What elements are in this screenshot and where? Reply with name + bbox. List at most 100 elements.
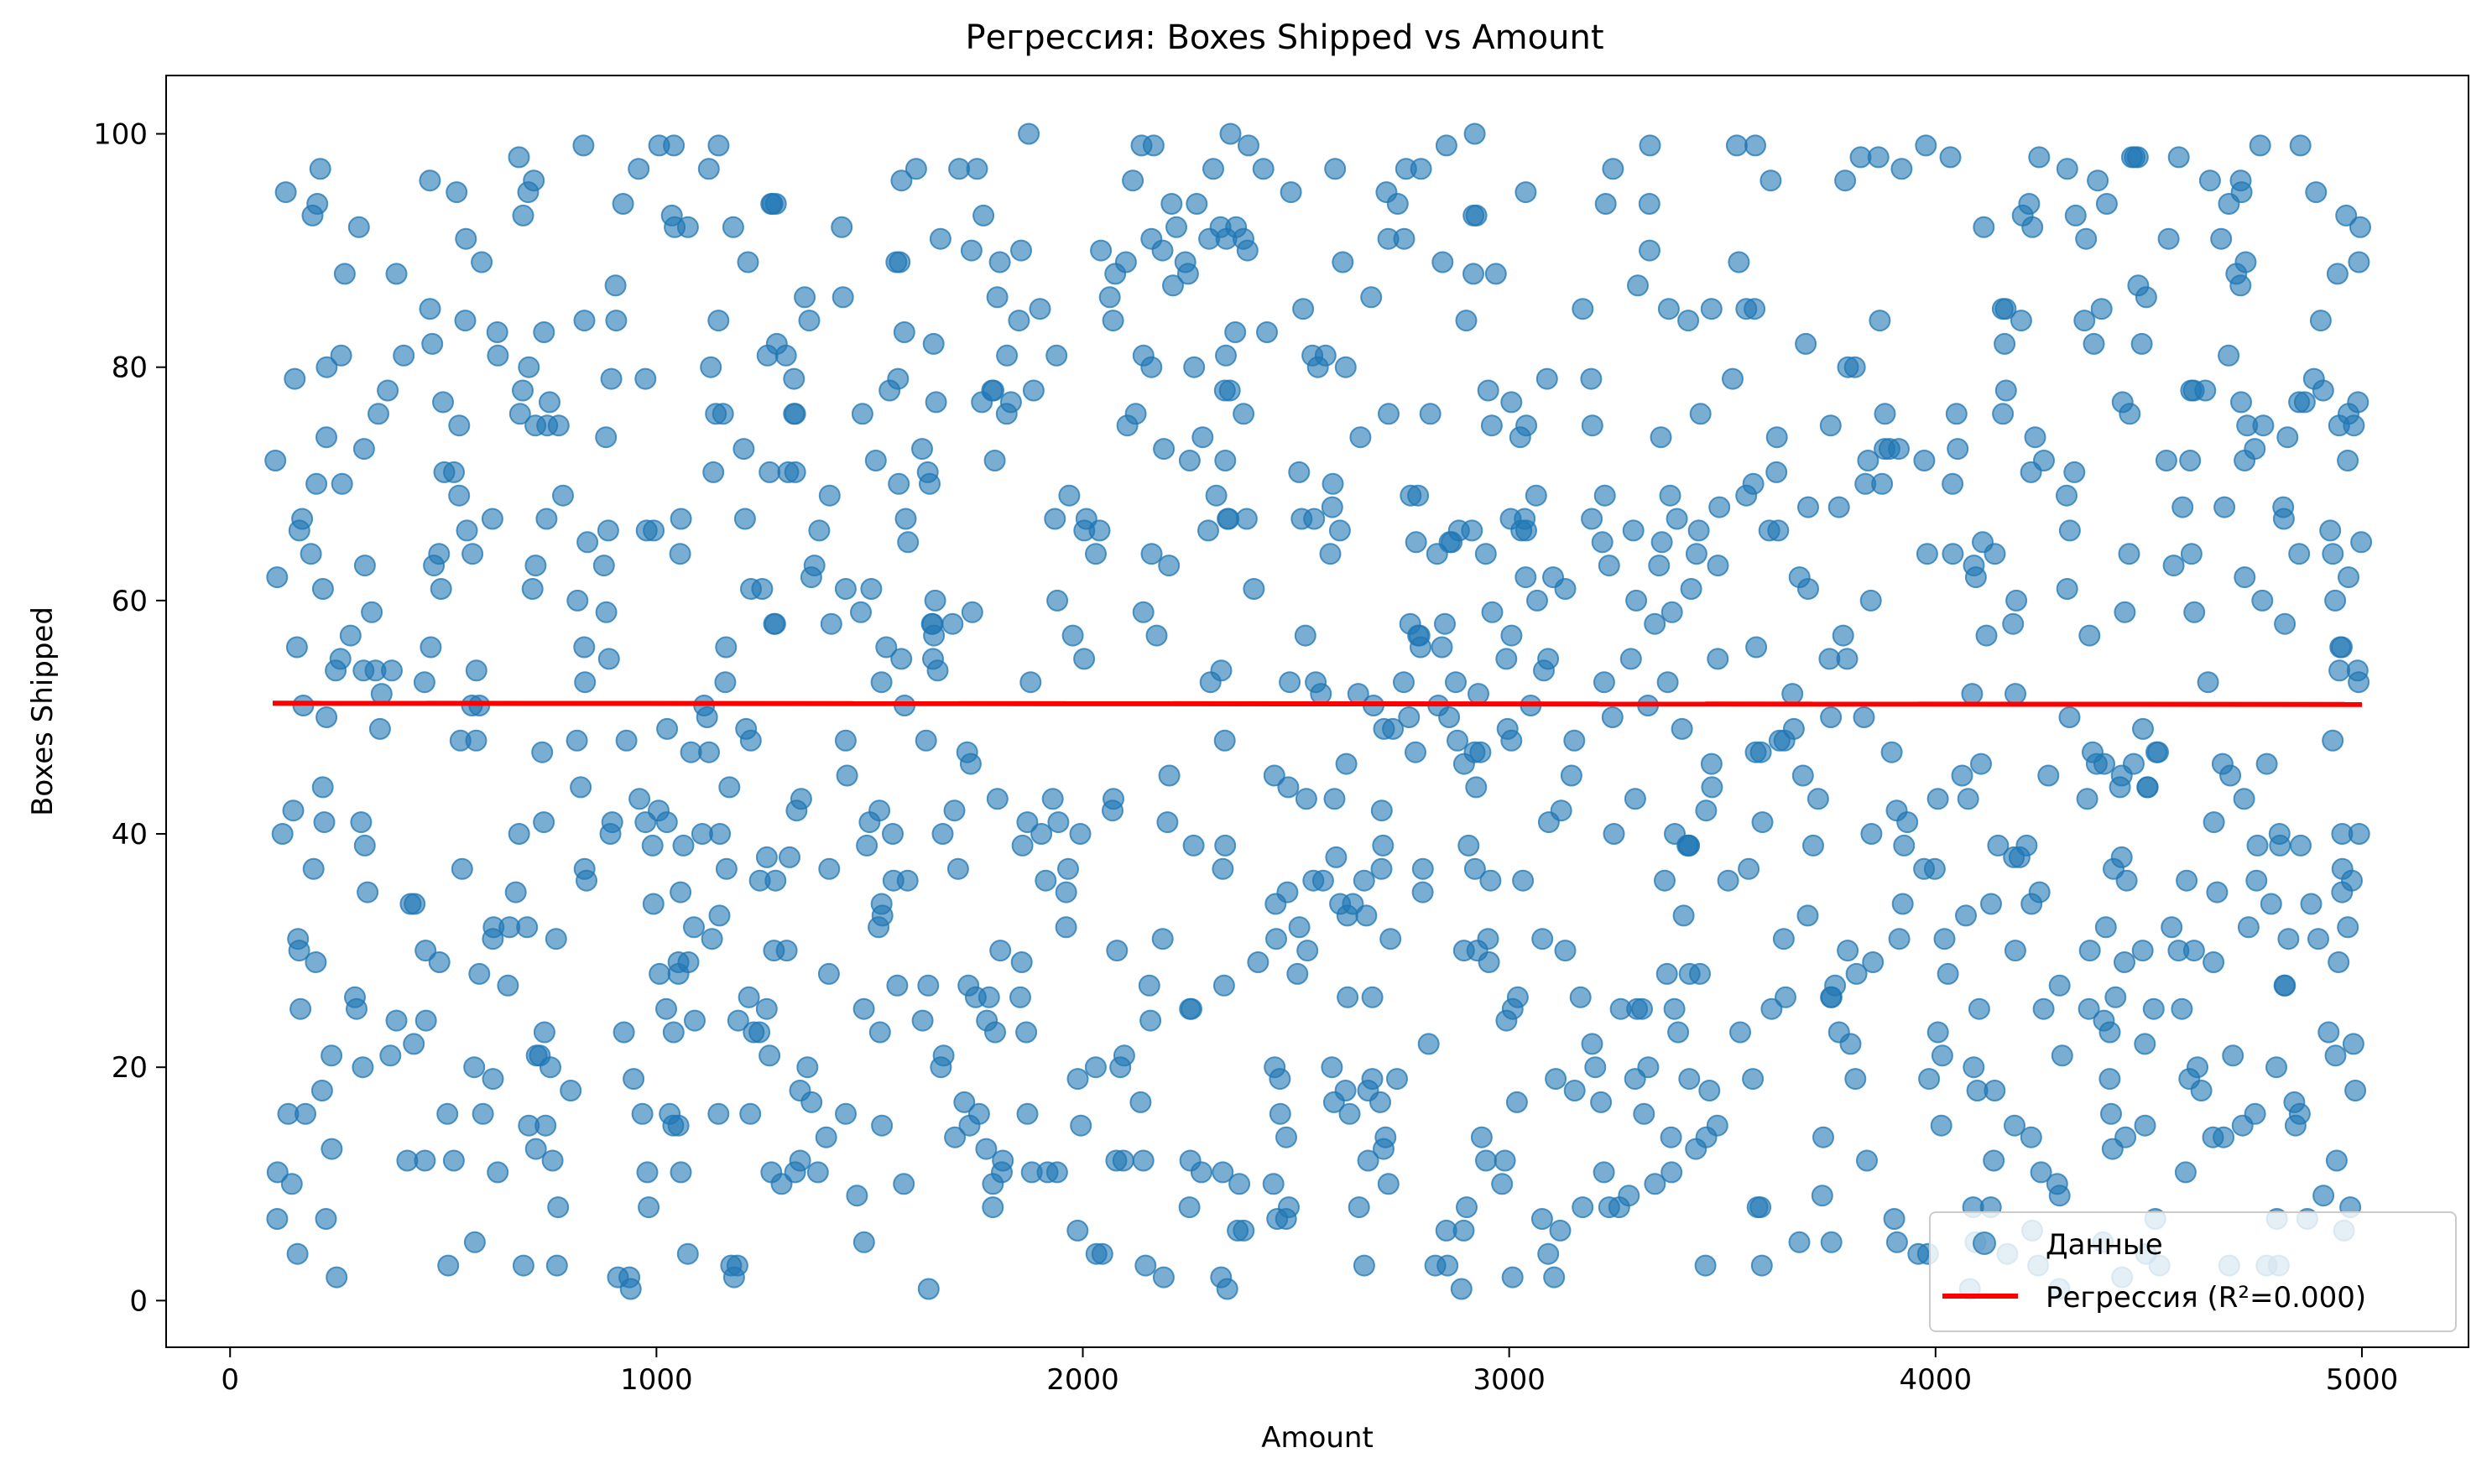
data-point bbox=[649, 962, 671, 985]
data-point bbox=[2337, 916, 2359, 939]
data-point bbox=[2244, 438, 2266, 461]
data-point bbox=[1572, 1196, 1594, 1219]
data-point bbox=[1045, 1161, 1068, 1184]
data-point bbox=[1918, 1068, 1941, 1091]
data-point bbox=[539, 391, 560, 414]
data-point bbox=[820, 612, 842, 635]
data-point bbox=[2119, 403, 2141, 425]
data-point bbox=[1512, 869, 1535, 892]
data-point bbox=[430, 578, 452, 600]
data-point bbox=[1992, 403, 2015, 425]
data-point bbox=[893, 321, 915, 343]
data-point bbox=[1030, 823, 1053, 845]
data-point bbox=[1009, 986, 1031, 1008]
data-point bbox=[2283, 1091, 2306, 1113]
data-point bbox=[1760, 997, 1783, 1020]
data-point bbox=[1500, 729, 1523, 752]
data-point bbox=[2110, 764, 2133, 787]
data-point bbox=[448, 414, 471, 437]
data-point bbox=[1436, 1254, 1459, 1277]
data-point bbox=[1639, 239, 1660, 262]
data-point bbox=[999, 391, 1022, 414]
data-point bbox=[600, 367, 623, 390]
data-point bbox=[2087, 169, 2109, 192]
data-point bbox=[2048, 974, 2071, 997]
data-point bbox=[1286, 962, 1309, 985]
data-point bbox=[1581, 1033, 1603, 1055]
y-axis-ticks: 0 20 40 60 80 100 bbox=[93, 118, 166, 1318]
data-point bbox=[755, 846, 778, 868]
data-point bbox=[707, 134, 730, 157]
data-point bbox=[560, 1080, 582, 1101]
data-point bbox=[1008, 310, 1030, 332]
data-point bbox=[311, 776, 334, 799]
data-point bbox=[2249, 134, 2271, 157]
data-point bbox=[2300, 893, 2323, 915]
data-point bbox=[1581, 414, 1603, 437]
data-point bbox=[1357, 1149, 1379, 1172]
data-point bbox=[2051, 1044, 2073, 1067]
legend-box bbox=[1929, 1211, 2457, 1332]
data-point bbox=[850, 601, 872, 623]
data-point bbox=[2078, 624, 2101, 647]
data-point bbox=[1145, 624, 1168, 647]
data-point bbox=[1066, 1219, 1089, 1242]
data-point bbox=[1545, 1068, 1567, 1091]
data-point bbox=[1788, 1231, 1811, 1253]
data-point bbox=[897, 531, 920, 554]
data-point bbox=[2167, 940, 2190, 962]
data-point bbox=[1593, 671, 1615, 694]
data-point bbox=[1102, 799, 1123, 822]
data-point bbox=[1888, 438, 1910, 461]
data-point bbox=[1338, 1102, 1361, 1125]
data-point bbox=[353, 834, 376, 857]
data-point bbox=[1609, 997, 1632, 1020]
data-point bbox=[1288, 461, 1311, 483]
data-point bbox=[2203, 811, 2225, 834]
data-point bbox=[333, 263, 356, 285]
data-point bbox=[615, 729, 638, 752]
data-point bbox=[2114, 1126, 2137, 1148]
data-point bbox=[929, 227, 951, 250]
data-point bbox=[2234, 251, 2257, 273]
data-point bbox=[487, 344, 509, 367]
data-point bbox=[2319, 519, 2342, 542]
data-point bbox=[655, 997, 677, 1020]
regression-line-layer bbox=[272, 700, 2363, 707]
data-point bbox=[284, 367, 306, 390]
data-point bbox=[2136, 776, 2159, 799]
data-point bbox=[1560, 764, 1582, 787]
data-point bbox=[1708, 496, 1731, 518]
data-point bbox=[2174, 1161, 2197, 1184]
data-point bbox=[1431, 636, 1453, 659]
data-point bbox=[403, 1033, 425, 1055]
data-point bbox=[1984, 1080, 2006, 1101]
data-point bbox=[915, 729, 937, 752]
data-point bbox=[1417, 1033, 1440, 1055]
data-point bbox=[2078, 940, 2101, 962]
data-point bbox=[1322, 1091, 1345, 1113]
data-point bbox=[2147, 741, 2169, 763]
data-point bbox=[1212, 1161, 1234, 1184]
data-point bbox=[953, 1091, 976, 1113]
data-point bbox=[2131, 940, 2154, 962]
data-point bbox=[368, 717, 391, 740]
data-point bbox=[2120, 146, 2143, 169]
data-point bbox=[1695, 1126, 1718, 1148]
data-point bbox=[463, 1056, 486, 1079]
data-point bbox=[672, 834, 695, 857]
data-point bbox=[2142, 997, 2165, 1020]
data-point bbox=[1252, 158, 1275, 180]
data-point bbox=[291, 508, 314, 530]
data-point bbox=[1296, 940, 1319, 962]
data-point bbox=[818, 857, 841, 880]
data-point bbox=[2289, 134, 2312, 157]
data-point bbox=[1742, 1068, 1765, 1091]
data-point bbox=[759, 1044, 781, 1067]
data-point bbox=[1280, 181, 1302, 204]
data-point bbox=[1264, 1056, 1286, 1079]
data-point bbox=[992, 1149, 1014, 1172]
data-point bbox=[1563, 729, 1586, 752]
data-point bbox=[305, 951, 327, 973]
data-point bbox=[1725, 134, 1748, 157]
